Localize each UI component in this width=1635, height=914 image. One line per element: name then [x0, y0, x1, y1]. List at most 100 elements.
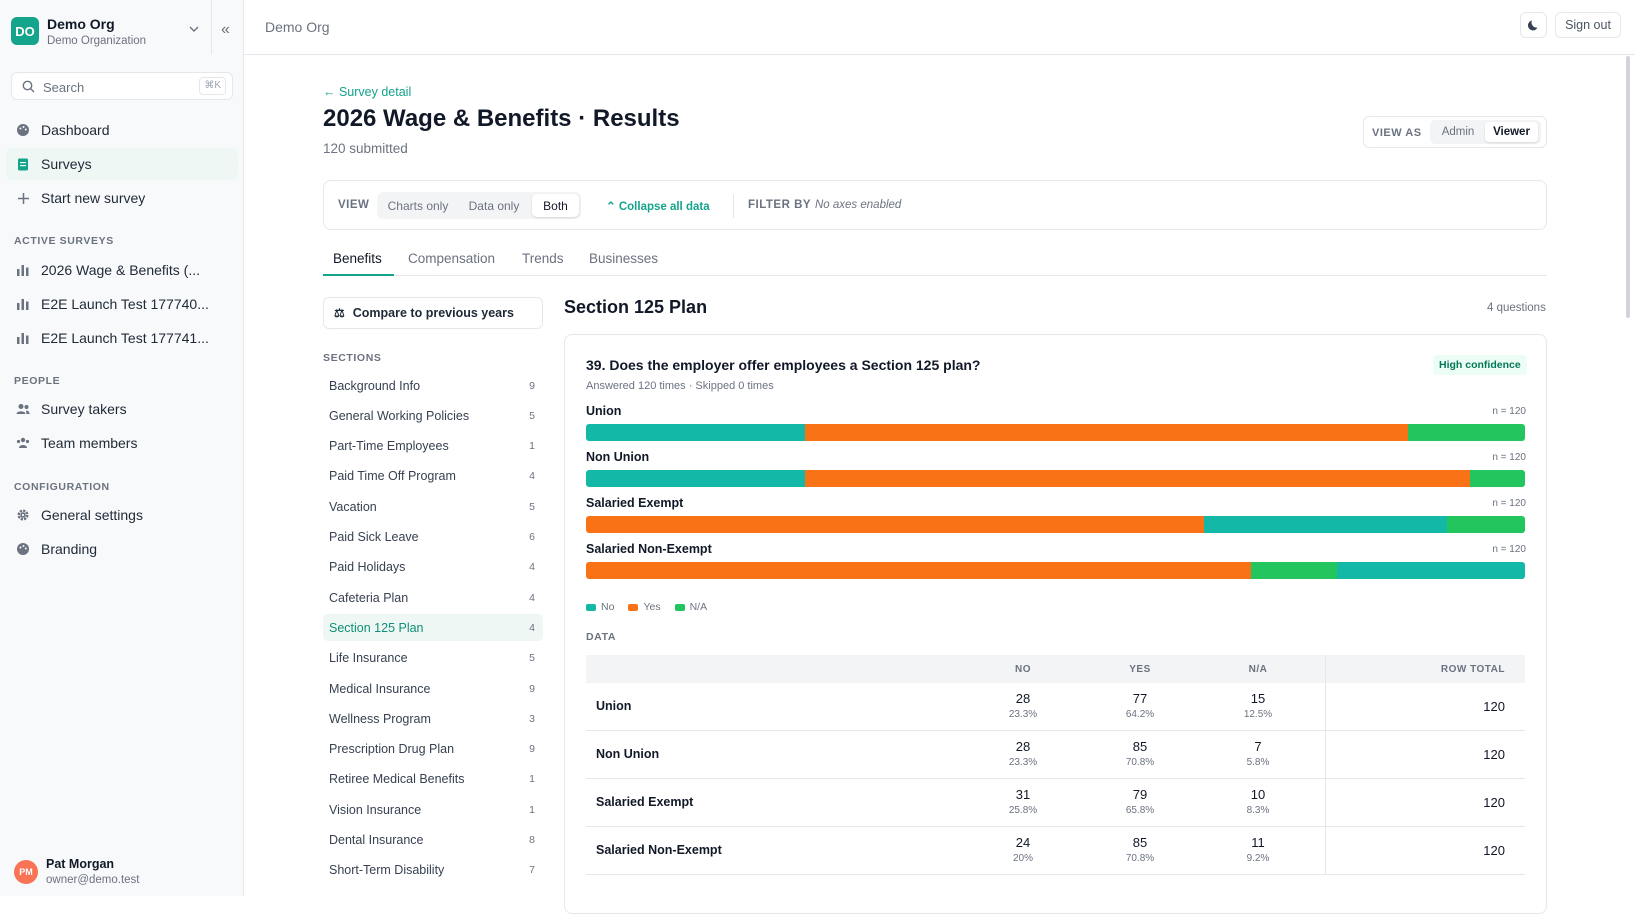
bar-segment-yes[interactable] [805, 470, 1471, 487]
theme-toggle-button[interactable] [1520, 12, 1547, 38]
search-input[interactable]: Search ⌘K [11, 72, 233, 100]
bar-segment-no[interactable] [586, 424, 806, 441]
section-item[interactable]: Section 125 Plan 4 [323, 614, 543, 642]
view-as-admin[interactable]: Admin [1441, 126, 1475, 138]
compare-previous-years-button[interactable]: ⚖ Compare to previous years [323, 297, 543, 329]
nav-general-settings[interactable]: General settings [6, 499, 238, 531]
section-item[interactable]: Part-Time Employees 1 [323, 433, 543, 460]
nav-label: Survey takers [41, 401, 127, 417]
nav-survey-takers[interactable]: Survey takers [6, 393, 238, 425]
nav-dashboard[interactable]: Dashboard [6, 114, 238, 146]
nav-active-survey[interactable]: E2E Launch Test 177740... [6, 288, 238, 320]
palette-icon [16, 542, 30, 556]
cell-no: 31 25.8% [993, 787, 1053, 816]
view-data-only[interactable]: Data only [468, 198, 520, 213]
view-both[interactable]: Both [532, 194, 579, 217]
nav-surveys[interactable]: Surveys [6, 148, 238, 180]
cell-percent: 20% [1012, 853, 1033, 864]
bar-segment-yes[interactable] [586, 516, 1205, 533]
search-shortcut: ⌘K [199, 77, 226, 95]
sign-out-button[interactable]: Sign out [1555, 12, 1621, 38]
bar-segment-no[interactable] [586, 470, 806, 487]
row-total: 120 [1483, 795, 1505, 810]
section-item[interactable]: Paid Sick Leave 6 [323, 524, 543, 551]
bar-row-n: n = 120 [1492, 498, 1526, 509]
bar-segment-na[interactable] [1251, 562, 1338, 579]
section-item[interactable]: General Working Policies 5 [323, 402, 543, 429]
section-item-label: Wellness Program [329, 711, 431, 726]
tab-trends[interactable]: Trends [522, 251, 564, 266]
bar-row-n: n = 120 [1492, 544, 1526, 555]
section-item[interactable]: Vacation 5 [323, 493, 543, 520]
section-item[interactable]: Medical Insurance 9 [323, 675, 543, 702]
section-item[interactable]: Cafeteria Plan 4 [323, 584, 543, 611]
section-item[interactable]: Background Info 9 [323, 372, 543, 399]
back-link[interactable]: ← Survey detail [323, 85, 412, 99]
question-meta: Answered 120 times · Skipped 0 times [586, 380, 774, 392]
section-item[interactable]: Dental Insurance 8 [323, 827, 543, 854]
section-item-count: 4 [529, 621, 535, 634]
nav-label: E2E Launch Test 177740... [41, 296, 209, 312]
view-charts-only[interactable]: Charts only [387, 198, 449, 213]
section-item-label: Dental Insurance [329, 833, 424, 847]
section-item[interactable]: Short-Term Disability 7 [323, 857, 543, 884]
collapse-sidebar-icon[interactable]: « [221, 21, 230, 38]
user-name: Pat Morgan [46, 857, 115, 871]
stacked-bar[interactable] [586, 562, 1525, 579]
collapse-all-data-button[interactable]: ⌃ Collapse all data [606, 199, 710, 213]
scrollbar[interactable] [1626, 56, 1630, 318]
tab-businesses[interactable]: Businesses [589, 251, 659, 266]
row-label: Non Union [596, 747, 660, 761]
bar-segment-no[interactable] [1337, 562, 1525, 579]
table-row: Union 28 23.3% 77 64.2% 15 12.5% 120 [586, 683, 1525, 731]
bar-row-label: Salaried Exempt [586, 496, 684, 510]
section-item[interactable]: Retiree Medical Benefits 1 [323, 766, 543, 793]
tab-compensation[interactable]: Compensation [408, 251, 496, 266]
cell-yes: 79 65.8% [1110, 787, 1170, 816]
section-item[interactable]: Paid Holidays 4 [323, 554, 543, 581]
stacked-bar[interactable] [586, 470, 1525, 487]
section-item[interactable]: Life Insurance 5 [323, 645, 543, 672]
table-header: NO YES N/A ROW TOTAL [586, 655, 1525, 683]
cell-value: 85 [1132, 835, 1148, 850]
section-item[interactable]: Wellness Program 3 [323, 705, 543, 732]
nav-branding[interactable]: Branding [6, 533, 238, 565]
cell-percent: 5.8% [1246, 757, 1270, 768]
view-as-viewer[interactable]: Viewer [1485, 122, 1538, 142]
stacked-bar[interactable] [586, 424, 1525, 441]
stacked-bar[interactable] [586, 516, 1525, 533]
bar-segment-yes[interactable] [805, 424, 1408, 441]
question-count: 4 questions [1487, 302, 1546, 314]
section-item-label: Paid Time Off Program [329, 469, 456, 484]
section-item[interactable]: Vision Insurance 1 [323, 796, 543, 823]
section-item-label: Vision Insurance [329, 802, 422, 817]
section-item[interactable]: Paid Time Off Program 4 [323, 463, 543, 490]
tab-benefits[interactable]: Benefits [333, 251, 382, 266]
bar-segment-na[interactable] [1446, 516, 1525, 533]
nav-label: General settings [41, 507, 143, 523]
row-total: 120 [1483, 699, 1505, 714]
nav-team-members[interactable]: Team members [6, 427, 238, 459]
bar-segment-yes[interactable] [586, 562, 1252, 579]
section-item-label: Prescription Drug Plan [329, 742, 455, 757]
section-item-label: Background Info [329, 378, 421, 393]
bar-segment-na[interactable] [1470, 470, 1525, 487]
org-switcher[interactable]: DO Demo Org Demo Organization [11, 14, 211, 48]
col-header-yes: YES [1129, 664, 1151, 675]
section-item-label: Part-Time Employees [329, 439, 449, 454]
section-item[interactable]: Prescription Drug Plan 9 [323, 736, 543, 763]
search-icon [22, 80, 35, 93]
legend-label: No [601, 601, 615, 613]
bar-segment-na[interactable] [1407, 424, 1525, 441]
col-header-no: NO [1015, 664, 1031, 675]
nav-start-new-survey[interactable]: Start new survey [6, 182, 238, 214]
nav-label: Start new survey [41, 190, 146, 206]
user-menu[interactable]: PM Pat Morgan owner@demo.test [14, 857, 140, 886]
nav-active-survey[interactable]: E2E Launch Test 177741... [6, 322, 238, 354]
nav-active-survey[interactable]: 2026 Wage & Benefits (... [6, 254, 238, 286]
bar-segment-no[interactable] [1204, 516, 1447, 533]
cell-yes: 77 64.2% [1110, 691, 1170, 720]
table-row: Non Union 28 23.3% 85 70.8% 7 5.8% 120 [586, 731, 1525, 779]
legend-item: No [586, 601, 614, 613]
breadcrumb[interactable]: Demo Org [265, 19, 330, 35]
